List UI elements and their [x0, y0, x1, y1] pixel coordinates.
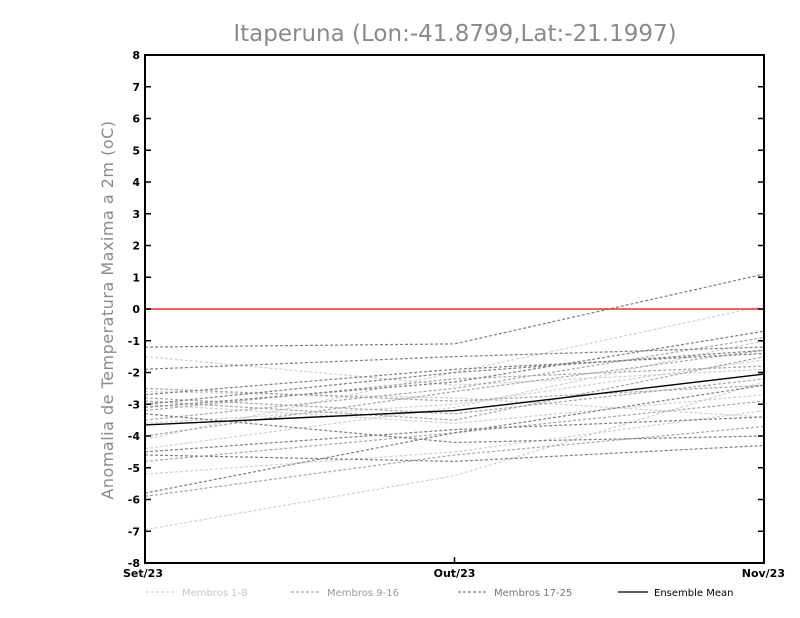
- x-tick-label: Out/23: [434, 567, 476, 580]
- member-series-line-2-8: [144, 425, 765, 497]
- ensemble-mean-group: [144, 373, 765, 426]
- member-series-line-1-4: [144, 359, 765, 424]
- member-series-line-3-8: [144, 416, 765, 453]
- member-series-line-1-7: [144, 390, 765, 418]
- member-series-line-3-4: [144, 413, 765, 444]
- member-series-line-2-4: [144, 384, 765, 402]
- member-series-line-3-3: [144, 330, 765, 408]
- member-series-line-3-9: [144, 349, 765, 405]
- y-tick-label: 0: [132, 303, 140, 316]
- x-tick-label: Nov/23: [742, 567, 785, 580]
- y-tick-label: 1: [132, 271, 140, 284]
- member-series-line-3-2: [144, 346, 765, 370]
- chart-title: Itaperuna (Lon:-41.8799,Lat:-21.1997): [233, 21, 676, 47]
- y-tick-label: -5: [128, 462, 140, 475]
- y-tick-label: 2: [132, 240, 140, 253]
- legend: Membros 1-8 Membros 9-16 Membros 17-25 Ense…: [146, 588, 733, 599]
- member-series-line-2-6: [144, 337, 765, 421]
- y-tick-label: 6: [132, 113, 140, 126]
- y-tick-label: 8: [132, 49, 140, 62]
- y-tick-label: -6: [128, 494, 141, 507]
- member-series-group: [144, 273, 765, 531]
- member-series-line-1-8: [144, 340, 765, 450]
- member-series-line-2-7: [144, 356, 765, 421]
- legend-label-3: Membros 17-25: [494, 588, 572, 599]
- member-series-line-1-5: [144, 356, 765, 386]
- y-axis-ticks: -8 -7 -6 -5 -4 -3 -2 -1 0 1 2 3 4 5 6 7 8: [128, 49, 764, 570]
- y-tick-label: -3: [128, 398, 140, 411]
- member-series-line-2-3: [144, 365, 765, 412]
- member-series-line-3-7: [144, 352, 765, 396]
- y-tick-label: 4: [132, 176, 140, 189]
- legend-label-1: Membros 1-8: [182, 588, 248, 599]
- y-tick-label: -8: [128, 557, 140, 570]
- legend-label-2: Membros 9-16: [327, 588, 399, 599]
- y-tick-label: -7: [128, 525, 140, 538]
- x-tick-label: Set/23: [123, 567, 163, 580]
- y-tick-label: -1: [128, 335, 140, 348]
- member-series-line-2-2: [144, 378, 765, 415]
- member-series-line-2-1: [144, 349, 765, 437]
- member-series-line-1-2: [144, 410, 765, 475]
- y-tick-label: -2: [128, 367, 140, 380]
- ensemble-mean-line: [144, 373, 765, 426]
- y-tick-label: -4: [128, 430, 141, 443]
- x-axis-ticks: Set/23 Out/23 Nov/23: [123, 557, 785, 580]
- legend-label-4: Ensemble Mean: [654, 588, 733, 599]
- y-tick-label: 3: [132, 208, 140, 221]
- y-axis-label: Anomalia de Temperatura Maxima a 2m (oC): [98, 120, 117, 499]
- member-series-line-3-6: [144, 384, 765, 494]
- y-tick-label: 7: [132, 81, 140, 94]
- member-series-line-3-1: [144, 273, 765, 348]
- member-series-line-1-6: [144, 394, 765, 424]
- member-series-line-3-5: [144, 444, 765, 463]
- y-tick-label: 5: [132, 144, 140, 157]
